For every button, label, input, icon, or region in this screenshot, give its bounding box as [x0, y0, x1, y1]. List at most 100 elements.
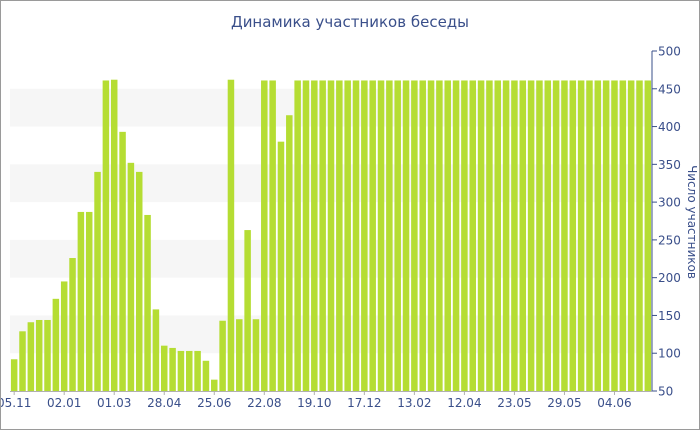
bar	[319, 80, 326, 391]
bar	[311, 80, 318, 391]
bar	[527, 80, 535, 391]
bar	[561, 80, 568, 391]
bar	[202, 360, 210, 391]
bar	[52, 298, 60, 391]
chart-title: Динамика участников беседы	[230, 13, 470, 31]
x-tick-label: 12.04	[447, 396, 481, 410]
bar	[419, 80, 426, 391]
y-tick-label: 350	[658, 158, 681, 172]
bar	[169, 347, 176, 391]
bar	[452, 80, 460, 391]
bar	[119, 131, 126, 391]
x-tick-label: 02.01	[47, 396, 81, 410]
bar	[10, 359, 18, 391]
bar	[336, 80, 343, 391]
x-tick-label: 17.12	[347, 396, 381, 410]
bar	[352, 80, 360, 391]
bar	[461, 80, 468, 391]
bar	[361, 80, 368, 391]
bar	[377, 80, 385, 391]
bar	[277, 141, 285, 391]
bar	[69, 258, 76, 391]
bar	[402, 80, 410, 391]
bar	[27, 322, 35, 391]
bar	[627, 80, 635, 391]
bar	[469, 80, 476, 391]
bar	[211, 379, 218, 391]
bar	[519, 80, 527, 391]
bar	[194, 350, 201, 391]
bar	[135, 171, 143, 391]
y-axis-label: Число участников	[685, 165, 699, 279]
bar	[177, 350, 185, 391]
bar	[227, 79, 235, 391]
bar	[261, 80, 268, 391]
bar	[427, 80, 435, 391]
x-tick-label: 28.04	[147, 396, 181, 410]
bar	[236, 319, 243, 391]
y-tick-label: 200	[658, 271, 681, 285]
bar	[35, 319, 43, 391]
bar	[636, 80, 643, 391]
bar	[486, 80, 493, 391]
bar	[252, 319, 260, 391]
bar	[619, 80, 627, 391]
bar	[94, 171, 101, 391]
x-tick-label: 22.08	[247, 396, 281, 410]
bar	[436, 80, 443, 391]
bar	[102, 80, 110, 391]
bar	[77, 211, 85, 391]
bar	[327, 80, 335, 391]
bar	[536, 80, 543, 391]
bar	[269, 80, 276, 391]
bar	[477, 80, 485, 391]
bar	[611, 80, 618, 391]
bar	[544, 80, 552, 391]
bar	[294, 80, 301, 391]
bar	[160, 345, 168, 391]
bar	[444, 80, 451, 391]
y-tick-label: 300	[658, 196, 681, 210]
bar	[244, 230, 251, 391]
x-tick-label: 23.05	[497, 396, 531, 410]
bar	[552, 80, 560, 391]
bar	[394, 80, 401, 391]
bar	[502, 80, 510, 391]
y-tick-label: 250	[658, 233, 681, 247]
y-tick-label: 500	[658, 45, 681, 59]
x-tick-label: 05.11	[1, 396, 31, 410]
bar	[344, 80, 351, 391]
bar	[85, 211, 93, 391]
bar	[602, 80, 610, 391]
y-tick-label: 400	[658, 120, 681, 134]
y-tick-label: 150	[658, 309, 681, 323]
y-tick-label: 450	[658, 82, 681, 96]
bar	[569, 80, 577, 391]
y-tick-label: 100	[658, 347, 681, 361]
bar	[511, 80, 518, 391]
x-tick-label: 13.02	[397, 396, 431, 410]
x-tick-label: 04.06	[597, 396, 631, 410]
x-tick-label: 25.06	[197, 396, 231, 410]
bar	[19, 331, 26, 391]
bar	[386, 80, 393, 391]
bar	[577, 80, 585, 391]
x-tick-label: 01.03	[97, 396, 131, 410]
x-tick-label: 29.05	[547, 396, 581, 410]
bar	[586, 80, 593, 391]
bar	[127, 162, 135, 391]
bar	[152, 309, 160, 391]
bar	[110, 79, 118, 391]
bar	[286, 115, 293, 391]
bar	[144, 214, 151, 391]
bar	[494, 80, 502, 391]
bar	[644, 80, 652, 391]
bar	[44, 319, 51, 391]
bar	[411, 80, 418, 391]
x-tick-label: 19.10	[297, 396, 331, 410]
bar	[594, 80, 602, 391]
bar	[219, 320, 226, 391]
bar	[186, 350, 193, 391]
